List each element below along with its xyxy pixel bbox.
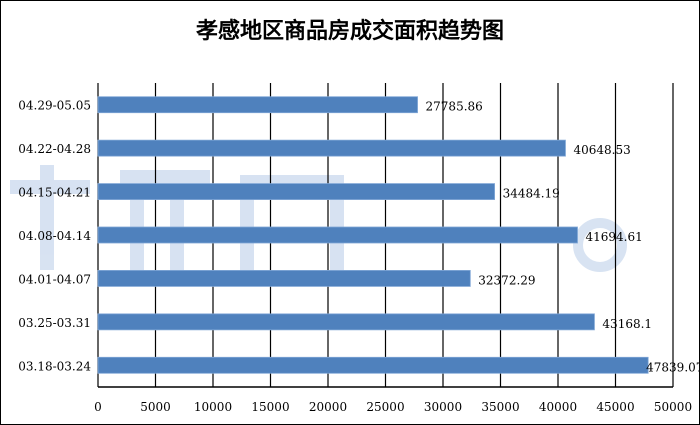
- x-tick-label: 40000: [539, 400, 577, 414]
- watermark-stroke: [573, 218, 627, 272]
- x-tick-label: 30000: [424, 400, 462, 414]
- bar: [97, 226, 578, 244]
- watermark: [10, 165, 627, 272]
- watermark-stroke: [120, 170, 210, 184]
- chart-title: 孝感地区商品房成交面积趋势图: [195, 18, 504, 44]
- data-label: 27785.86: [426, 100, 483, 114]
- watermark-stroke: [10, 180, 90, 194]
- x-tick-label: 20000: [309, 400, 347, 414]
- bar: [97, 96, 418, 114]
- x-tick-label: 50000: [654, 400, 692, 414]
- x-tick-label: 0: [94, 400, 102, 414]
- gridlines: [97, 83, 674, 388]
- y-tick-label: 03.25-03.31: [18, 316, 91, 330]
- y-tick-label: 04.08-04.14: [18, 229, 91, 243]
- data-label: 40648.53: [573, 143, 630, 157]
- bar: [97, 356, 649, 374]
- data-label: 41694.61: [585, 230, 642, 244]
- bar: [97, 313, 595, 331]
- bar: [97, 270, 471, 287]
- bar: [97, 183, 495, 200]
- y-tick-label: 04.22-04.28: [18, 142, 91, 156]
- watermark-stroke: [40, 165, 54, 270]
- x-tick-label: 45000: [596, 400, 634, 414]
- x-tick-labels: 0 5000 10000 15000 20000 25000 30000 35000 40000…: [94, 400, 692, 414]
- data-label: 34484.19: [503, 187, 560, 201]
- x-tick-label: 10000: [194, 400, 232, 414]
- data-labels: 27785.86 40648.53 34484.19 41694.61 32372.29…: [426, 100, 700, 375]
- bars: [97, 96, 649, 374]
- data-label: 32372.29: [478, 273, 535, 287]
- y-tick-label: 04.15-04.21: [18, 186, 91, 200]
- x-tick-label: 5000: [140, 400, 171, 414]
- y-tick-labels: 04.29-05.05 04.22-04.28 04.15-04.21 04.08-0…: [18, 99, 91, 374]
- y-tick-label: 03.18-03.24: [18, 359, 91, 373]
- data-label: 47839.07: [646, 360, 700, 374]
- y-tick-label: 04.01-04.07: [18, 272, 91, 286]
- x-tick-label: 15000: [251, 400, 289, 414]
- bar: [97, 139, 566, 157]
- data-label: 43168.1: [602, 317, 652, 331]
- y-tick-label: 04.29-05.05: [18, 99, 91, 113]
- x-tick-label: 35000: [481, 400, 519, 414]
- x-tick-label: 25000: [366, 400, 404, 414]
